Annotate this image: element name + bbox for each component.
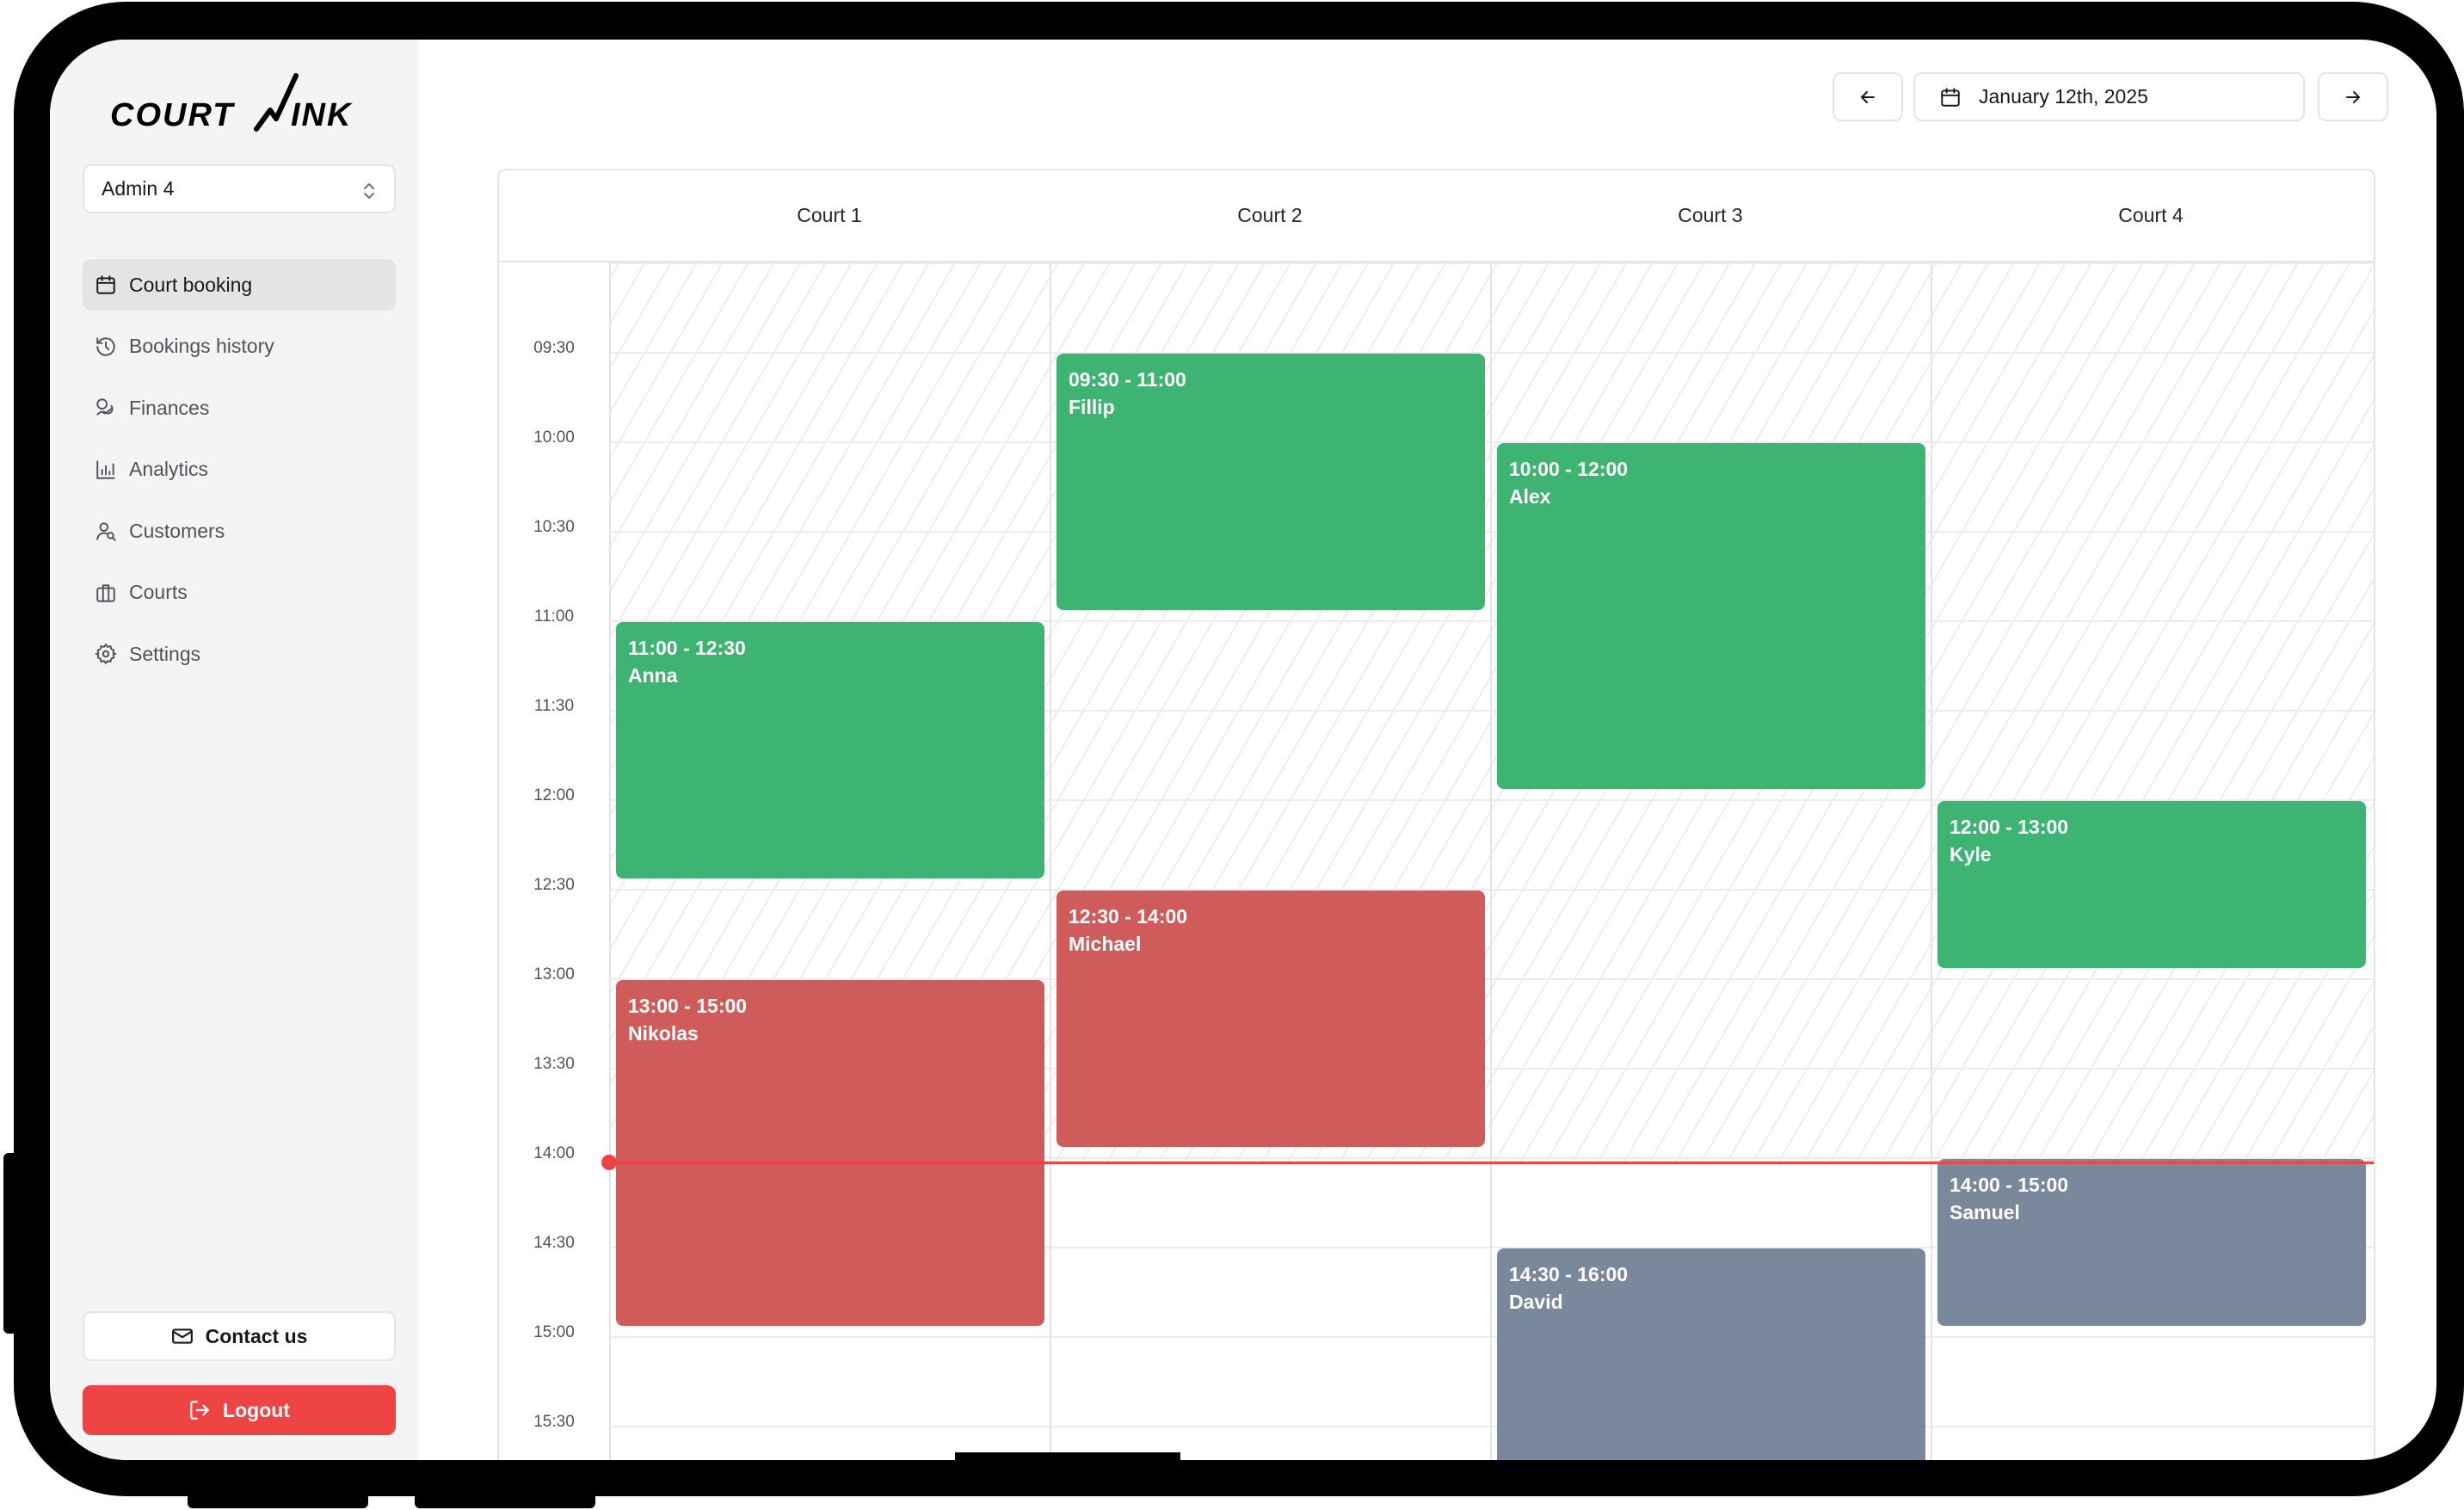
- time-label: 10:30: [533, 518, 575, 536]
- booking-customer: Fillip: [1069, 396, 1115, 418]
- arrow-left-icon: [1860, 90, 1875, 103]
- court-header-1: Court 1: [797, 204, 862, 226]
- booking-time: 14:30 - 16:00: [1509, 1263, 1629, 1285]
- court-header-4: Court 4: [2118, 204, 2184, 226]
- booking-customer: Michael: [1069, 933, 1142, 955]
- briefcase-icon: [96, 583, 115, 602]
- sidebar-item-customers[interactable]: Customers: [83, 505, 396, 557]
- booking-time: 09:30 - 11:00: [1069, 368, 1186, 391]
- time-label: 14:00: [533, 1144, 575, 1162]
- booking-customer: Samuel: [1950, 1201, 2020, 1223]
- sidebar: COURT INK Admin 4 Court booking Bookings…: [50, 40, 418, 1460]
- time-label: 10:00: [533, 428, 575, 447]
- logout-label: Logout: [223, 1398, 290, 1421]
- calendar-icon: [96, 275, 115, 294]
- sidebar-item-label: Finances: [129, 396, 210, 419]
- booking-customer: Kyle: [1950, 843, 1992, 866]
- booking-calendar: Court 1 Court 2 Court 3 Court 4 09:30 10…: [497, 169, 2375, 1460]
- sidebar-item-settings[interactable]: Settings: [83, 628, 396, 680]
- booking-time: 12:00 - 13:00: [1950, 816, 2069, 838]
- sidebar-item-label: Settings: [129, 642, 201, 665]
- sidebar-item-label: Analytics: [129, 458, 209, 480]
- coins-icon: [96, 398, 114, 416]
- svg-text:INK: INK: [291, 97, 353, 133]
- date-picker-button[interactable]: January 12th, 2025: [1913, 72, 2305, 121]
- home-indicator: [955, 1452, 1180, 1463]
- time-label: 12:00: [533, 786, 575, 804]
- booking-card[interactable]: 09:30 - 11:00 Fillip: [1056, 354, 1485, 610]
- account-select-value: Admin 4: [102, 177, 175, 200]
- time-label: 13:00: [533, 965, 575, 983]
- previous-day-button[interactable]: [1833, 72, 1903, 121]
- user-search-icon: [96, 522, 116, 541]
- time-label: 14:30: [533, 1234, 575, 1252]
- app-screen: COURT INK Admin 4 Court booking Bookings…: [50, 40, 2436, 1460]
- sidebar-item-label: Customers: [129, 519, 225, 542]
- booking-card[interactable]: 12:30 - 14:00 Michael: [1056, 891, 1485, 1147]
- calendar-icon: [1941, 87, 1960, 107]
- tablet-frame: COURT INK Admin 4 Court booking Bookings…: [14, 2, 2464, 1496]
- next-day-button[interactable]: [2318, 72, 2388, 121]
- header-divider: [499, 261, 2374, 262]
- booking-customer: Nikolas: [628, 1022, 699, 1045]
- selected-date: January 12th, 2025: [1979, 85, 2148, 108]
- booking-card[interactable]: 12:00 - 13:00 Kyle: [1937, 801, 2366, 968]
- current-time-line: [609, 1162, 2374, 1164]
- sidebar-item-court-booking[interactable]: Court booking: [83, 259, 396, 311]
- grid-column-line: [609, 262, 611, 1460]
- mail-icon: [171, 1328, 193, 1344]
- booking-customer: Anna: [628, 664, 678, 687]
- arrow-right-icon: [2346, 90, 2361, 103]
- time-label: 12:30: [533, 876, 575, 894]
- booking-card[interactable]: 14:30 - 16:00 David: [1497, 1248, 1925, 1460]
- booking-card[interactable]: 10:00 - 12:00 Alex: [1497, 443, 1925, 789]
- sidebar-nav: Court booking Bookings history Finances …: [83, 259, 396, 690]
- device-bottom-button-left: [188, 1493, 368, 1508]
- sidebar-item-label: Courts: [129, 581, 188, 603]
- booking-card[interactable]: 13:00 - 15:00 Nikolas: [616, 980, 1044, 1326]
- booking-customer: Alex: [1509, 485, 1551, 508]
- time-label: 11:30: [533, 697, 575, 715]
- sidebar-item-finances[interactable]: Finances: [83, 382, 396, 434]
- bar-chart-icon: [96, 459, 115, 479]
- svg-text:COURT: COURT: [110, 97, 235, 133]
- court-header-3: Court 3: [1678, 204, 1743, 226]
- sidebar-item-label: Bookings history: [129, 335, 274, 357]
- court-header-2: Court 2: [1237, 204, 1303, 226]
- grid-column-line: [1931, 262, 1932, 1460]
- booking-time: 13:00 - 15:00: [628, 995, 748, 1017]
- grid-column-line: [1490, 262, 1492, 1460]
- sidebar-item-courts[interactable]: Courts: [83, 567, 396, 619]
- booking-card[interactable]: 14:00 - 15:00 Samuel: [1937, 1159, 2366, 1326]
- booking-card[interactable]: 11:00 - 12:30 Anna: [616, 622, 1044, 878]
- booking-time: 12:30 - 14:00: [1069, 905, 1188, 928]
- device-bottom-button-right: [415, 1493, 595, 1508]
- history-icon: [96, 336, 115, 356]
- logout-icon: [190, 1401, 210, 1420]
- time-label: 15:00: [533, 1323, 575, 1341]
- contact-us-label: Contact us: [205, 1324, 308, 1347]
- booking-time: 14:00 - 15:00: [1950, 1174, 2069, 1196]
- current-time-dot: [601, 1155, 617, 1170]
- gear-icon: [95, 643, 117, 665]
- courtlink-logo: COURT INK: [110, 73, 353, 133]
- logout-button[interactable]: Logout: [83, 1385, 396, 1435]
- booking-customer: David: [1509, 1291, 1563, 1313]
- time-label: 09:30: [533, 339, 575, 357]
- account-select[interactable]: Admin 4: [83, 164, 396, 213]
- grid-column-line: [1050, 262, 1051, 1460]
- sidebar-item-bookings-history[interactable]: Bookings history: [83, 321, 396, 373]
- booking-time: 11:00 - 12:30: [628, 637, 746, 659]
- sidebar-item-label: Court booking: [129, 273, 253, 296]
- time-label: 15:30: [533, 1413, 575, 1431]
- chevron-up-down-icon: [364, 182, 374, 200]
- contact-us-button[interactable]: Contact us: [83, 1311, 396, 1361]
- time-label: 13:30: [533, 1055, 575, 1073]
- booking-time: 10:00 - 12:00: [1509, 458, 1629, 480]
- sidebar-item-analytics[interactable]: Analytics: [83, 444, 396, 496]
- time-label: 11:00: [533, 607, 575, 626]
